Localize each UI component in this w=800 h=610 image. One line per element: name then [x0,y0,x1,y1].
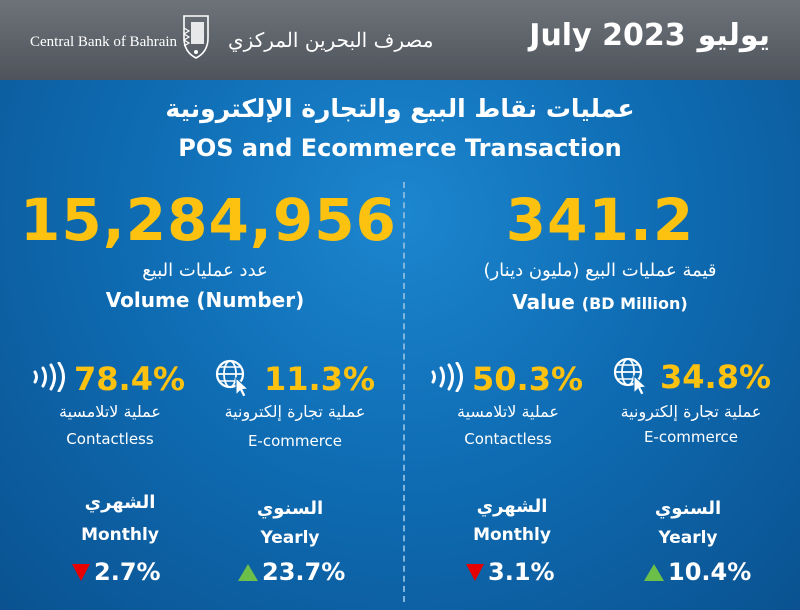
value-yearly-label-ar: السنوي [654,498,722,519]
value-monthly-label-ar: الشهري [476,496,548,517]
red-down-triangle-icon [72,563,90,581]
volume-number: 15,284,956 [20,186,397,254]
volume-label-en: Volume (Number) [105,288,305,312]
value-number: 341.2 [505,186,695,254]
value-yearly-change-value: 10.4% [668,558,752,586]
bank-name-en: Central Bank of Bahrain [30,34,178,50]
center-divider [403,182,405,602]
volume-yearly-label-en: Yearly [260,528,320,548]
bank-seal-logo [182,15,209,59]
green-up-triangle-icon [644,563,664,581]
volume-monthly-change-value: 2.7% [94,558,161,586]
value-ecommerce-pct: 34.8% [660,358,772,396]
volume-ecommerce-pct: 11.3% [264,360,376,398]
green-up-triangle-icon [238,563,258,581]
volume-contactless-label-ar: عملية لاتلامسية [59,402,161,421]
value-label-ar: قيمة عمليات البيع (مليون دينار) [483,260,717,281]
value-label-en: Value (BD Million) [420,290,780,314]
volume-monthly-change: 2.7% [72,558,161,586]
value-contactless-pct: 50.3% [472,360,584,398]
value-yearly-label-en: Yearly [658,528,718,548]
title-ar: عمليات نقاط البيع والتجارة الإلكترونية [165,94,635,123]
volume-ecommerce-label-ar: عملية تجارة إلكترونية [224,402,366,421]
value-monthly-change: 3.1% [466,558,555,586]
report-date: July 2023 يوليو [529,18,770,53]
value-ecommerce-label-en: E-commerce [643,428,739,446]
title-en: POS and Ecommerce Transaction [178,134,622,162]
contactless-icon [431,362,463,392]
volume-contactless-label-en: Contactless [66,430,154,448]
volume-contactless-pct: 78.4% [74,360,186,398]
month-ar: يوليو [697,18,770,53]
value-yearly-change: 10.4% [644,558,751,586]
globe-cursor-icon [613,357,648,396]
value-ecommerce-label-ar: عملية تجارة إلكترونية [620,402,762,421]
volume-monthly-label-ar: الشهري [84,492,156,513]
volume-yearly-label-ar: السنوي [256,498,324,519]
volume-yearly-change: 23.7% [238,558,345,586]
value-label-en-unit: (BD Million) [581,294,688,313]
value-label-en-main: Value [512,290,575,314]
value-monthly-label-en: Monthly [473,525,551,545]
value-monthly-change-value: 3.1% [488,558,555,586]
volume-ecommerce-label-en: E-commerce [247,432,343,450]
globe-cursor-icon [215,359,250,398]
red-down-triangle-icon [466,563,484,581]
contactless-icon [33,362,65,392]
header-bar: Central Bank of Bahrain مصرف البحرين الم… [0,0,800,80]
month-year-en: July 2023 [529,18,686,53]
volume-yearly-change-value: 23.7% [262,558,346,586]
volume-label-ar: عدد عمليات البيع [142,260,268,281]
bank-name-ar: مصرف البحرين المركزي [228,28,434,52]
value-contactless-label-en: Contactless [464,430,552,448]
volume-monthly-label-en: Monthly [81,525,159,545]
value-contactless-label-ar: عملية لاتلامسية [457,402,559,421]
